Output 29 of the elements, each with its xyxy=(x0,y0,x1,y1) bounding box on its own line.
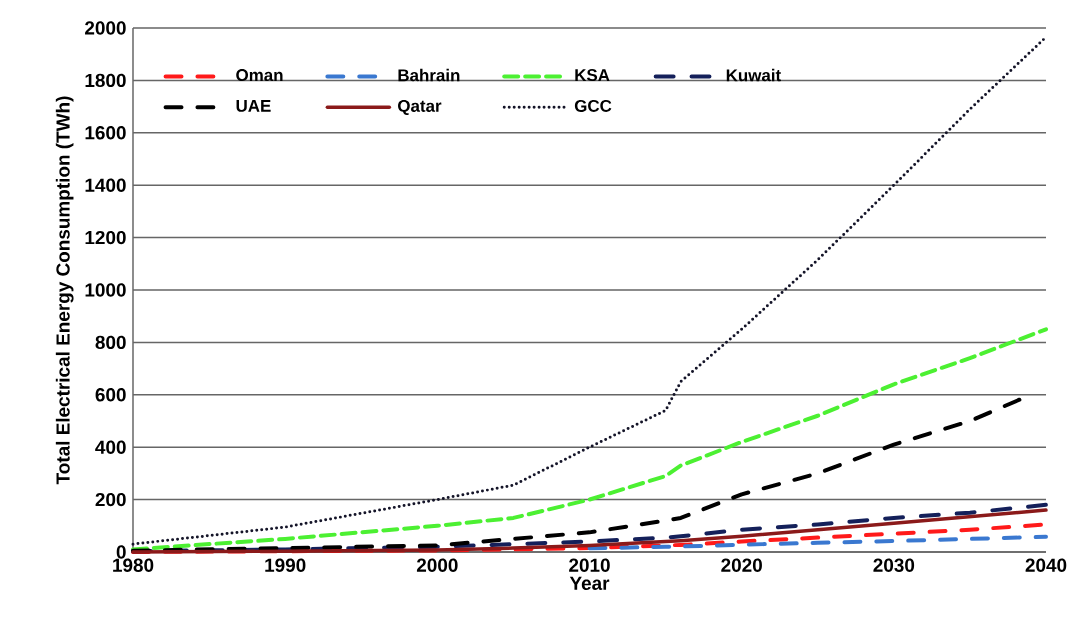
y-tick-label: 2000 xyxy=(85,21,126,35)
x-tick-label: 1980 xyxy=(113,558,154,572)
y-tick-label: 1400 xyxy=(85,178,126,192)
legend-label: UAE xyxy=(236,100,271,112)
x-tick-label: 1990 xyxy=(265,558,306,572)
x-tick-label: 2020 xyxy=(721,558,762,572)
y-tick-label: 0 xyxy=(116,545,126,559)
y-tick-label: 1000 xyxy=(85,283,126,297)
y-axis-title: Total Electrical Energy Consumption (TWh) xyxy=(55,96,74,485)
line-series xyxy=(131,35,1048,546)
y-tick-label: 200 xyxy=(95,492,126,507)
x-axis-title: Year xyxy=(569,576,610,590)
x-tick-label: 2010 xyxy=(569,558,610,572)
y-tick-label: 1200 xyxy=(85,230,126,245)
x-tick-label: 2000 xyxy=(416,558,458,572)
legend-label: Kuwait xyxy=(726,68,781,82)
legend-label: Qatar xyxy=(398,99,442,116)
legend-label: GCC xyxy=(574,99,612,112)
y-tick-label: 1800 xyxy=(85,73,126,88)
line-series xyxy=(587,534,1048,551)
legend-label: KSA xyxy=(575,69,610,82)
legend-label: Oman xyxy=(236,69,283,82)
y-tick-label: 600 xyxy=(95,388,126,402)
legend-label: Bahrain xyxy=(398,68,460,82)
x-tick-label: 2030 xyxy=(873,558,915,572)
x-tick-label: 2040 xyxy=(1025,558,1067,572)
y-tick-label: 800 xyxy=(95,335,126,350)
y-tick-label: 400 xyxy=(95,440,126,454)
y-tick-label: 1600 xyxy=(85,126,126,140)
